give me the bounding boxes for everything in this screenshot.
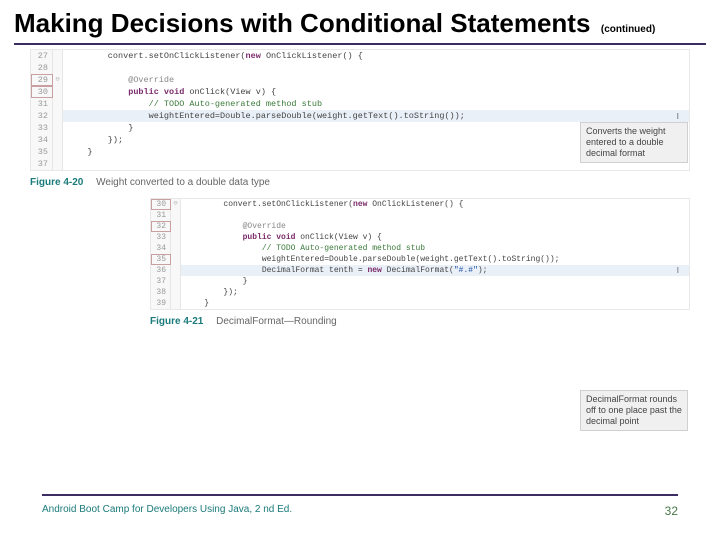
code-source: } [181,298,689,309]
line-number: 30 [31,86,53,98]
page-number: 32 [665,504,678,518]
line-number: 30 [151,199,171,210]
code-source: convert.setOnClickListener(new OnClickLi… [181,199,689,210]
code-source: DecimalFormat tenth = new DecimalFormat(… [181,265,689,276]
code-line: 31 // TODO Auto-generated method stub [31,98,689,110]
fold-marker [53,122,63,134]
figure-1-text: Weight converted to a double data type [96,177,270,188]
fold-marker [171,265,181,276]
code-source [63,62,689,74]
line-number: 36 [151,265,171,276]
fold-marker [171,298,181,309]
line-number: 38 [151,287,171,298]
line-number: 34 [31,134,53,146]
code-line: 37 } [151,276,689,287]
figure-2-number: Figure 4-21 [150,316,203,327]
figure-1-number: Figure 4-20 [30,177,83,188]
code-line: 32 @Override [151,221,689,232]
code-line: 35 weightEntered=Double.parseDouble(weig… [151,254,689,265]
code-line: 38 }); [151,287,689,298]
line-number: 31 [151,210,171,221]
fold-marker [53,158,63,170]
line-number: 32 [31,110,53,122]
line-number: 32 [151,221,171,232]
text-cursor-icon: I [677,265,679,276]
fold-marker: ⊖ [171,199,181,210]
code-line: 39 } [151,298,689,309]
code-line: 32 weightEntered=Double.parseDouble(weig… [31,110,689,122]
fold-marker [53,146,63,158]
figure-1-caption: Figure 4-20 Weight converted to a double… [30,177,690,188]
line-number: 39 [151,298,171,309]
slide-title: Making Decisions with Conditional Statem… [0,0,720,41]
code-line: 31 [151,210,689,221]
code-line: 36 DecimalFormat tenth = new DecimalForm… [151,265,689,276]
line-number: 37 [31,158,53,170]
footer-rule [42,494,678,496]
line-number: 33 [151,232,171,243]
code-line: 27 convert.setOnClickListener(new OnClic… [31,50,689,62]
callout-2-text: DecimalFormat rounds off to one place pa… [586,394,682,426]
code-source: } [181,276,689,287]
code-source: }); [181,287,689,298]
slide-footer: Android Boot Camp for Developers Using J… [0,488,720,518]
code-line: 30 public void onClick(View v) { [31,86,689,98]
callout-1-text: Converts the weight entered to a double … [586,126,666,158]
footer-book: Android Boot Camp for Developers Using J… [42,504,292,518]
code-source: weightEntered=Double.parseDouble(weight.… [63,110,689,122]
fold-marker [53,134,63,146]
code-source [181,210,689,221]
callout-2: DecimalFormat rounds off to one place pa… [580,390,688,431]
code-line: 34 // TODO Auto-generated method stub [151,243,689,254]
code-source: public void onClick(View v) { [181,232,689,243]
fold-marker [53,110,63,122]
line-number: 31 [31,98,53,110]
line-number: 33 [31,122,53,134]
code-figure-2: 30⊖ convert.setOnClickListener(new OnCli… [150,198,690,310]
fold-marker [171,287,181,298]
fold-marker [53,62,63,74]
figure-2-text: DecimalFormat—Rounding [216,316,337,327]
code-source: // TODO Auto-generated method stub [181,243,689,254]
line-number: 35 [31,146,53,158]
code-line: 29⊖ @Override [31,74,689,86]
fold-marker [53,98,63,110]
line-number: 28 [31,62,53,74]
fold-marker [53,86,63,98]
title-underline [14,43,706,45]
code-line: 33 public void onClick(View v) { [151,232,689,243]
fold-marker [171,254,181,265]
fold-marker [171,210,181,221]
title-continued: (continued) [601,24,655,35]
code-source: public void onClick(View v) { [63,86,689,98]
text-cursor-icon: I [677,110,679,122]
callout-1: Converts the weight entered to a double … [580,122,688,163]
line-number: 29 [31,74,53,86]
fold-marker [171,243,181,254]
line-number: 34 [151,243,171,254]
line-number: 35 [151,254,171,265]
code-source: @Override [63,74,689,86]
figure-2-caption: Figure 4-21 DecimalFormat—Rounding [150,316,690,327]
code-source: @Override [181,221,689,232]
title-main: Making Decisions with Conditional Statem… [14,8,590,38]
fold-marker [53,50,63,62]
fold-marker: ⊖ [53,74,63,86]
code-source: // TODO Auto-generated method stub [63,98,689,110]
code-source: convert.setOnClickListener(new OnClickLi… [63,50,689,62]
code-source: weightEntered=Double.parseDouble(weight.… [181,254,689,265]
line-number: 37 [151,276,171,287]
line-number: 27 [31,50,53,62]
code-line: 30⊖ convert.setOnClickListener(new OnCli… [151,199,689,210]
fold-marker [171,232,181,243]
fold-marker [171,221,181,232]
code-line: 28 [31,62,689,74]
fold-marker [171,276,181,287]
